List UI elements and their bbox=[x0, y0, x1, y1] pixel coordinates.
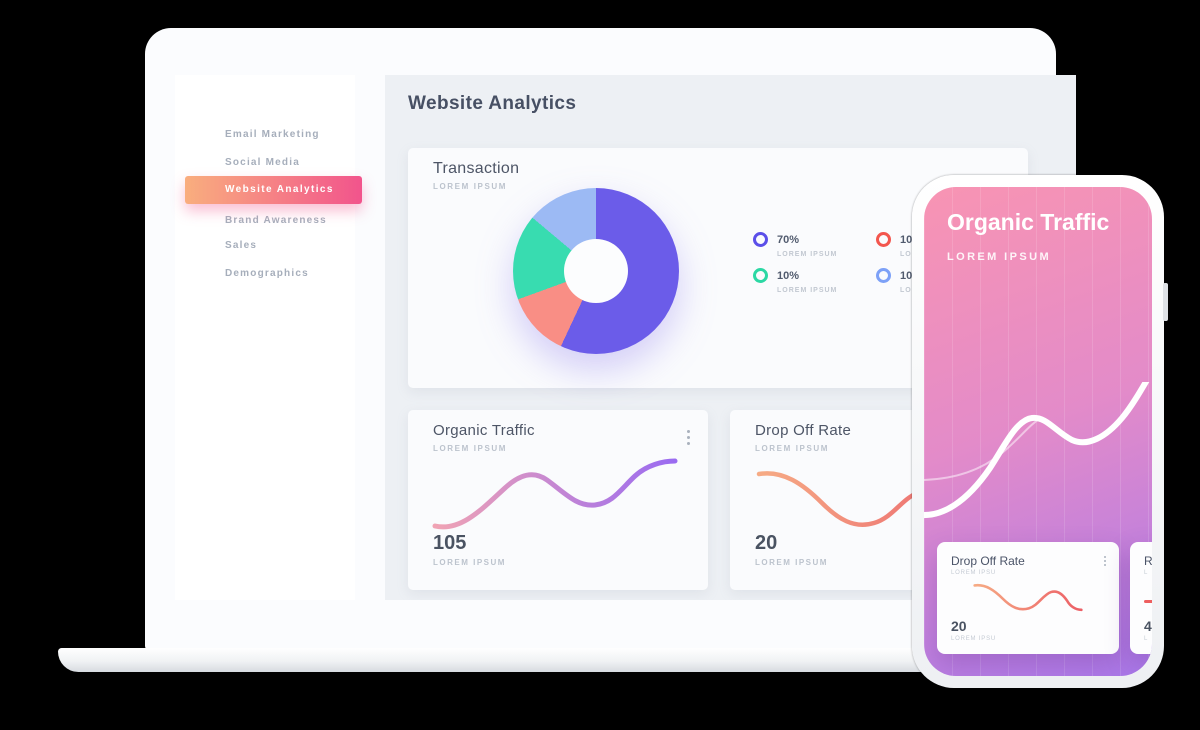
phone-page-title: Organic Traffic bbox=[947, 209, 1110, 235]
transaction-card-title: Transaction bbox=[433, 160, 520, 177]
legend-entry: 10% LOREM IPSUM bbox=[753, 266, 837, 294]
sidebar-item-social-media[interactable]: Social Media bbox=[225, 157, 300, 168]
legend-value: 10% bbox=[777, 270, 800, 282]
sidebar-item-brand-awareness[interactable]: Brand Awareness bbox=[225, 215, 327, 226]
phone-dropoff-value: 20 bbox=[951, 618, 967, 634]
phone-partial-card: R L 4 L bbox=[1130, 542, 1152, 654]
phone-dropoff-subtitle: LOREM IPSU bbox=[951, 570, 997, 576]
transaction-card-subtitle: LOREM IPSUM bbox=[433, 182, 508, 191]
sidebar: Email Marketing Social Media Website Ana… bbox=[175, 75, 362, 600]
legend-label: LOREM IPSUM bbox=[777, 251, 838, 258]
legend-entry: 70% LOREM IPSUM bbox=[753, 230, 837, 258]
phone-drop-off-card: Drop Off Rate LOREM IPSU 20 LOREM IPSU bbox=[937, 542, 1119, 654]
legend-ring-teal-icon bbox=[753, 268, 768, 283]
dropoff-card-title: Drop Off Rate bbox=[755, 422, 852, 439]
phone-partial-value-label: L bbox=[1144, 636, 1149, 642]
dropoff-card-value: 20 bbox=[755, 532, 778, 554]
phone-side-button bbox=[1163, 283, 1168, 321]
sidebar-item-website-analytics[interactable]: Website Analytics bbox=[185, 176, 362, 204]
phone-screen: Organic Traffic LOREM IPSUM Drop Off Rat… bbox=[924, 187, 1152, 676]
legend-ring-red-icon bbox=[876, 232, 891, 247]
sidebar-item-sales[interactable]: Sales bbox=[225, 240, 258, 251]
phone-mockup: Organic Traffic LOREM IPSUM Drop Off Rat… bbox=[912, 175, 1168, 688]
sidebar-item-email-marketing[interactable]: Email Marketing bbox=[225, 129, 320, 140]
legend-label: LOREM IPSUM bbox=[777, 287, 838, 294]
phone-dropoff-value-label: LOREM IPSU bbox=[951, 636, 997, 642]
legend-ring-blue-icon bbox=[876, 268, 891, 283]
organic-card-subtitle: LOREM IPSUM bbox=[433, 444, 508, 453]
page-title: Website Analytics bbox=[408, 93, 577, 114]
transaction-donut-chart bbox=[513, 188, 679, 354]
organic-card-title: Organic Traffic bbox=[433, 422, 535, 439]
phone-organic-wave-chart bbox=[924, 382, 1150, 518]
phone-partial-title: R bbox=[1144, 554, 1152, 568]
phone-partial-value: 4 bbox=[1144, 618, 1152, 634]
phone-drop-off-chart bbox=[973, 583, 1083, 612]
dropoff-card-value-label: LOREM IPSUM bbox=[755, 558, 828, 567]
legend-value: 70% bbox=[777, 234, 800, 246]
organic-traffic-chart bbox=[432, 458, 678, 530]
dropoff-card-subtitle: LOREM IPSUM bbox=[755, 444, 830, 453]
organic-card-value-label: LOREM IPSUM bbox=[433, 558, 506, 567]
phone-partial-subtitle: L bbox=[1144, 570, 1149, 576]
organic-traffic-card: Organic Traffic LOREM IPSUM 105 LOREM IP… bbox=[408, 410, 708, 590]
kebab-menu-icon[interactable] bbox=[1104, 556, 1107, 568]
sidebar-item-demographics[interactable]: Demographics bbox=[225, 268, 309, 279]
phone-partial-chart bbox=[1144, 600, 1152, 603]
legend-ring-purple-icon bbox=[753, 232, 768, 247]
donut-hole bbox=[564, 239, 628, 303]
phone-page-subtitle: LOREM IPSUM bbox=[947, 251, 1052, 263]
phone-dropoff-title: Drop Off Rate bbox=[951, 554, 1025, 568]
kebab-menu-icon[interactable] bbox=[687, 430, 690, 448]
organic-card-value: 105 bbox=[433, 532, 467, 554]
